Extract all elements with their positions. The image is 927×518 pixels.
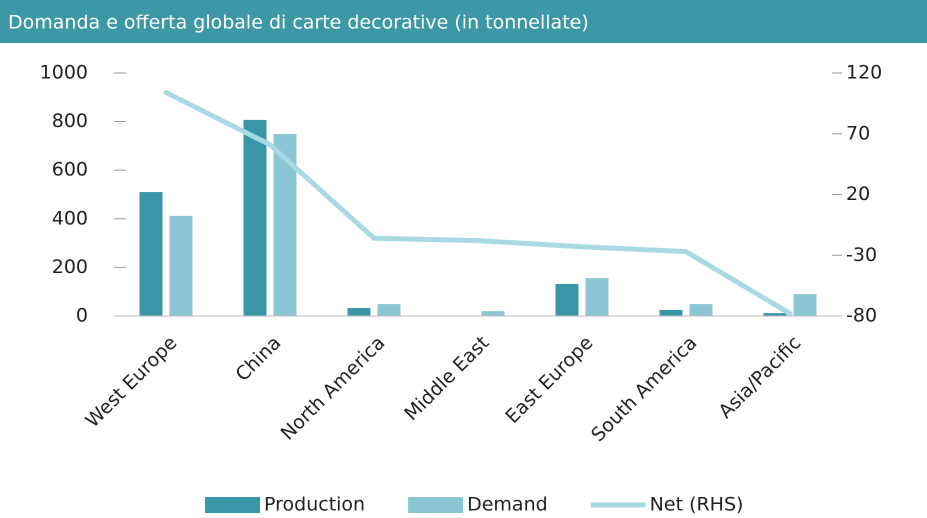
bar — [481, 311, 505, 316]
x-tick-label: East Europe — [501, 332, 597, 428]
bar — [793, 294, 817, 316]
x-tick-label: North America — [277, 332, 390, 445]
y2-tick-label: 120 — [846, 62, 882, 84]
y-tick-label: 400 — [52, 207, 88, 229]
legend-label: Production — [264, 494, 365, 516]
line — [163, 89, 793, 317]
bar — [169, 215, 193, 316]
y2-tick-label: 20 — [846, 183, 870, 205]
y2-tick-label: 70 — [846, 122, 870, 144]
bar — [243, 119, 267, 316]
bar — [347, 307, 371, 316]
x-tick-label: Asia/Pacific — [714, 332, 805, 423]
bar — [659, 309, 683, 316]
y-tick-label: 1000 — [40, 62, 88, 84]
x-tick-label: Middle East — [400, 332, 493, 425]
y2-tick-label: -80 — [846, 305, 877, 327]
x-tick-label: South America — [587, 332, 701, 446]
chart-title: Domanda e offerta globale di carte decor… — [8, 12, 589, 34]
y-tick-label: 600 — [52, 159, 88, 181]
y2-tick-label: -30 — [846, 244, 877, 266]
bar — [689, 304, 713, 316]
x-tick-label: China — [231, 332, 285, 386]
legend-label: Demand — [467, 494, 548, 516]
bar — [585, 278, 609, 316]
bar — [377, 304, 401, 316]
legend-label: Net (RHS) — [650, 494, 744, 516]
bar — [273, 133, 297, 316]
y-tick-label: 200 — [52, 256, 88, 278]
y-tick-label: 800 — [52, 110, 88, 132]
title-bar — [0, 0, 927, 43]
bar — [139, 192, 163, 316]
bar — [763, 313, 787, 316]
y-tick-label: 0 — [76, 305, 88, 327]
legend-swatch — [205, 497, 260, 513]
bar — [555, 283, 579, 316]
x-tick-label: West Europe — [81, 332, 181, 432]
legend-swatch — [408, 497, 464, 513]
